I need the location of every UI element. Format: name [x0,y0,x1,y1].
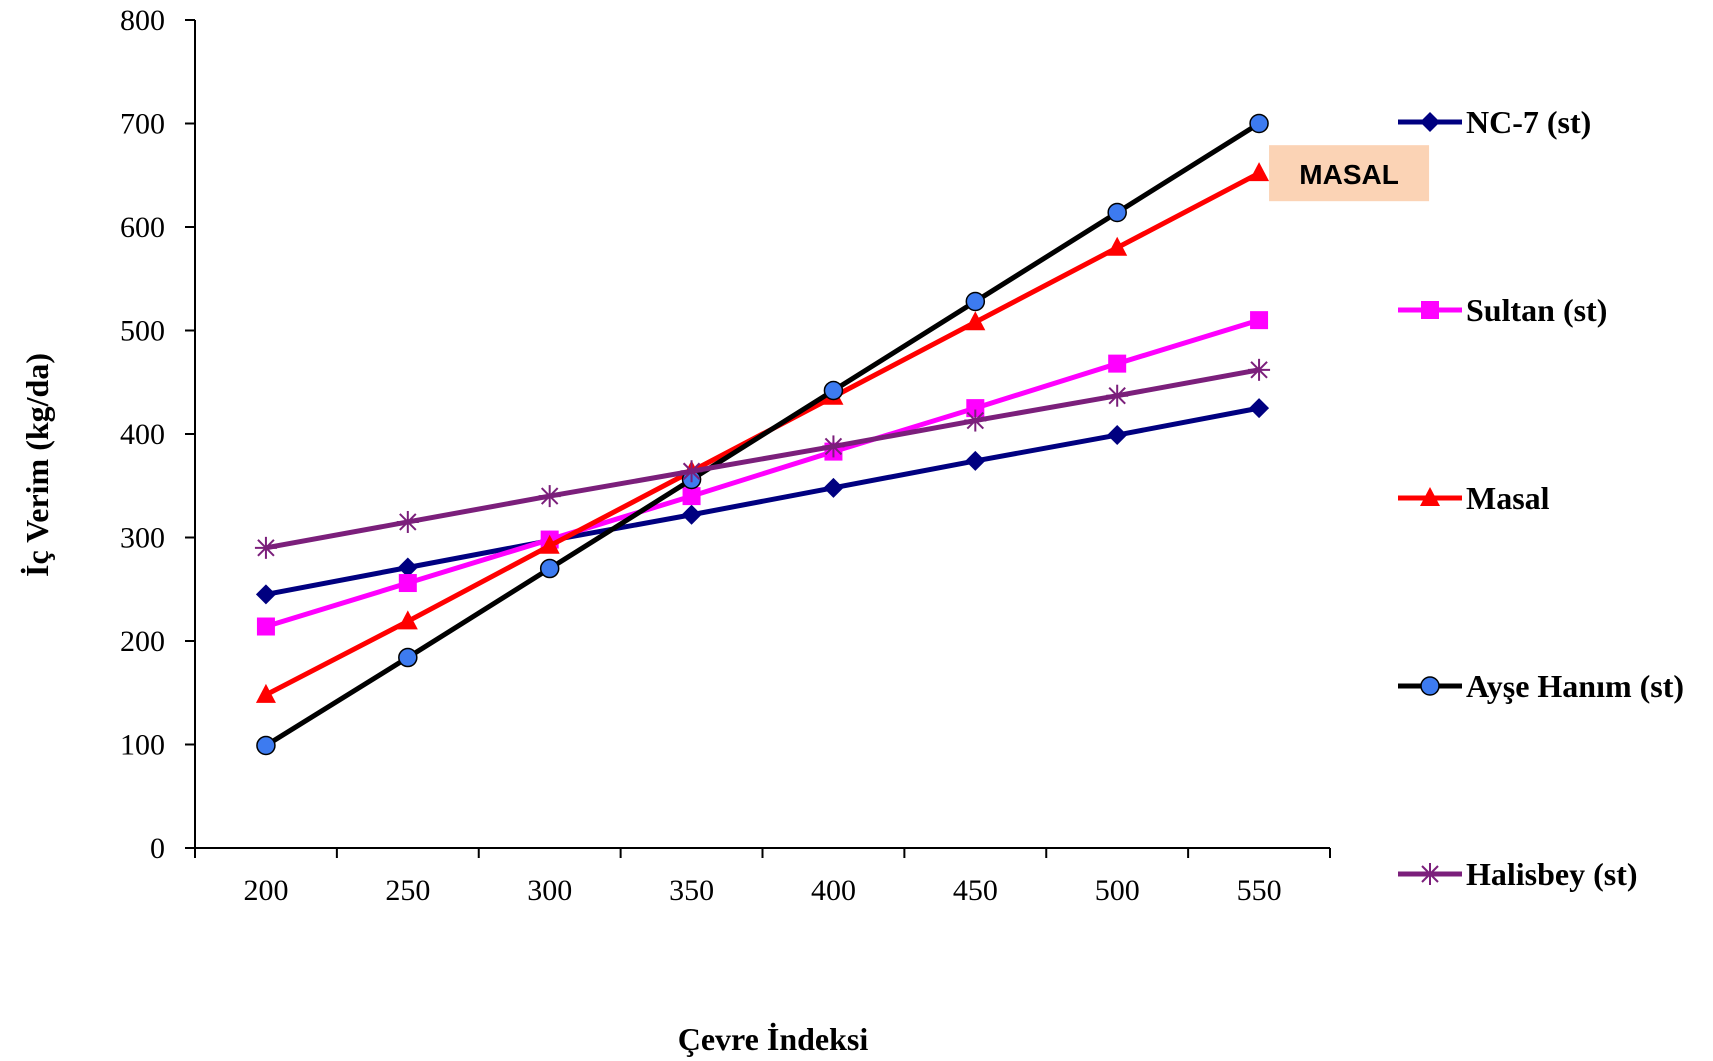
star-stroke [540,487,559,505]
legend-marker [1420,676,1440,696]
data-point [1250,311,1269,330]
data-point [682,487,701,506]
star-stroke [966,411,985,430]
data-point [1107,202,1127,223]
data-point [1107,425,1128,446]
series-line [265,367,1260,551]
legend-marker [1419,863,1441,885]
y-tick-label: 100 [120,729,165,762]
legend-label: Sultan (st) [1466,292,1607,328]
legend: NC-7 (st) Sultan (st) Masal Ayşe Hanım (st)… [1398,104,1684,892]
x-tick-label: 500 [1095,874,1140,907]
y-axis-title: İç Verim (kg/da) [19,353,55,577]
legend-entry: Sultan (st) [1398,292,1607,328]
data-point [397,610,418,630]
data-point [1249,398,1270,419]
data-point [823,380,844,401]
data-point [1249,113,1269,134]
y-tick-label: 800 [120,4,165,37]
annotation-masal: MASAL [1269,145,1430,202]
data-point [965,311,986,331]
data-point [1106,384,1129,407]
legend-entry: Halisbey (st) [1398,856,1638,892]
data-point [823,477,844,498]
data-point [539,534,560,554]
data-point [964,409,987,432]
data-point [1107,236,1128,256]
data-point [255,683,276,703]
y-tick-label: 500 [120,315,165,348]
star-stroke [1108,386,1126,405]
series-ay-e-han-m-st [256,113,1269,756]
data-point [822,435,845,458]
legend-entry: NC-7 (st) [1398,104,1591,140]
series-line [265,317,1260,629]
y-tick-label: 0 [150,832,165,865]
data-point [396,510,419,533]
data-point [398,647,418,668]
data-point [680,460,703,483]
legend-label: NC-7 (st) [1466,104,1591,140]
y-tick-label: 400 [120,418,165,451]
annotation-layer: MASAL [1269,145,1430,202]
x-tick-label: 450 [953,874,998,907]
legend-entry: Ayşe Hanım (st) [1398,668,1684,704]
data-point [397,557,418,578]
star-stroke [682,462,701,480]
series-line [265,405,1260,597]
annotation-text: MASAL [1299,159,1399,190]
y-tick-label: 700 [120,108,165,141]
legend-marker [1421,301,1439,319]
x-tick-label: 550 [1237,874,1282,907]
annotation-box [1269,145,1430,202]
x-tick-label: 200 [243,874,288,907]
series-sultan-st [256,311,1269,636]
legend-marker [1420,487,1440,506]
x-tick-label: 300 [527,874,572,907]
x-tick-label: 250 [385,874,430,907]
data-point [681,504,702,525]
data-point [255,584,276,605]
legend-label: Masal [1466,480,1550,516]
x-tick-label: 400 [811,874,856,907]
data-point [965,291,986,312]
y-tick-label: 600 [120,211,165,244]
series-line [264,121,1261,748]
data-point [256,735,276,756]
data-point [539,558,560,579]
series-nc-7-st [255,398,1270,605]
data-point [254,536,277,559]
legend-marker [1420,112,1440,132]
star-stroke [824,437,843,456]
axes: 0 100 200 300 400 500 600 700 800 200 250 300 350 400… [120,4,1331,907]
data-point [966,399,985,418]
data-point [1108,354,1127,373]
y-tick-label: 300 [120,522,165,555]
data-point [1248,358,1271,381]
data-point [1249,162,1270,182]
star-stroke [1250,361,1268,379]
series-halisbey-st [254,358,1271,559]
series-layer [254,113,1271,756]
star-stroke [257,539,275,557]
data-point [965,450,986,471]
legend-label: Halisbey (st) [1466,856,1638,892]
data-point [256,617,275,636]
star-stroke [1421,865,1439,883]
y-tick-label: 200 [120,625,165,658]
data-point [538,485,561,508]
legend-entry: Masal [1398,480,1550,516]
x-tick-label: 350 [669,874,714,907]
legend-label: Ayşe Hanım (st) [1466,668,1684,704]
star-stroke [399,513,417,531]
x-axis-title: Çevre İndeksi [678,1021,869,1057]
data-point [398,574,417,593]
